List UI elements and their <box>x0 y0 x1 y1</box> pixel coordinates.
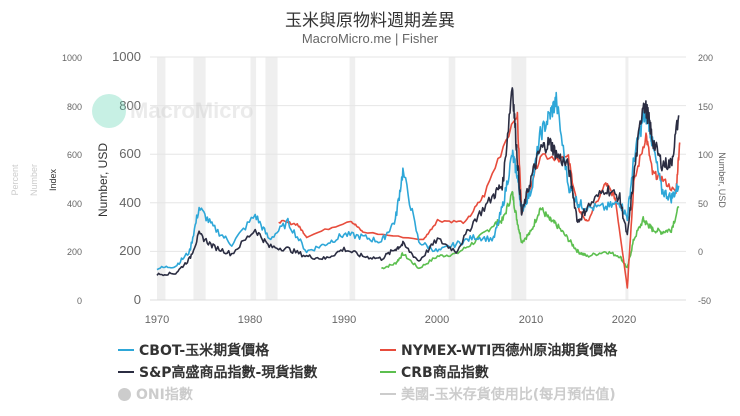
svg-text:2000: 2000 <box>425 314 449 326</box>
line-swatch-icon <box>118 371 134 373</box>
svg-text:150: 150 <box>698 102 713 112</box>
svg-text:400: 400 <box>67 199 82 209</box>
series-wti-oil[interactable] <box>278 111 681 289</box>
series-cbot-corn[interactable] <box>156 91 680 271</box>
series-lines[interactable] <box>156 87 681 289</box>
svg-text:0: 0 <box>77 296 82 306</box>
legend-item-sp-gsci[interactable]: S&P高盛商品指數-現貨指數 <box>118 362 317 382</box>
svg-text:1980: 1980 <box>238 314 262 326</box>
watermark-text: MacroMicro <box>130 98 254 123</box>
legend-item-corn-stocks-to-use[interactable]: 美國-玉米存貨使用比(每月預估值) <box>380 384 616 404</box>
legend-item-oni[interactable]: ONI指數 <box>118 384 193 404</box>
svg-text:2020: 2020 <box>612 314 636 326</box>
right-axis: 200 150 100 50 0 -50 Number, USD <box>698 53 727 306</box>
recession-band <box>625 57 629 300</box>
axis-label-percent: Percent <box>10 164 20 196</box>
left-axis-title: Number, USD <box>96 143 110 217</box>
svg-text:1000: 1000 <box>62 53 82 63</box>
line-swatch-icon <box>118 349 134 351</box>
line-swatch-icon <box>380 349 396 351</box>
svg-text:100: 100 <box>698 150 713 160</box>
line-swatch-icon <box>380 393 396 395</box>
chart-title: 玉米與原物料週期差異 <box>285 11 455 31</box>
svg-text:0: 0 <box>698 247 703 257</box>
svg-text:800: 800 <box>119 98 141 113</box>
dot-swatch-icon <box>118 387 131 401</box>
legend-item-wti-oil[interactable]: NYMEX-WTI西德州原油期貨價格 <box>380 340 617 360</box>
legend-item-cbot-corn[interactable]: CBOT-玉米期貨價格 <box>118 340 269 360</box>
svg-text:200: 200 <box>119 243 141 258</box>
svg-text:200: 200 <box>698 53 713 63</box>
svg-text:200: 200 <box>67 247 82 257</box>
svg-text:2010: 2010 <box>519 314 543 326</box>
legend-item-crb[interactable]: CRB商品指數 <box>380 362 489 382</box>
axis-label-number: Number <box>29 164 39 196</box>
series-crb[interactable] <box>381 190 680 270</box>
svg-text:400: 400 <box>119 195 141 210</box>
svg-text:1990: 1990 <box>332 314 356 326</box>
right-axis-title: Number, USD <box>717 152 727 208</box>
chart-subtitle: MacroMicro.me | Fisher <box>301 31 439 46</box>
recession-band <box>349 57 356 300</box>
svg-text:50: 50 <box>698 199 708 209</box>
svg-text:0: 0 <box>134 292 141 307</box>
recession-band <box>265 57 278 300</box>
svg-text:800: 800 <box>67 102 82 112</box>
left-main-axis: 1000 800 600 400 200 0 Number, USD <box>96 49 141 307</box>
recession-band <box>448 57 456 300</box>
line-swatch-icon <box>380 371 396 373</box>
x-axis: 1970 1980 1990 2000 2010 2020 <box>145 299 686 326</box>
series-sp-gsci[interactable] <box>156 87 680 277</box>
svg-text:1000: 1000 <box>112 49 141 64</box>
recession-band <box>250 57 257 300</box>
recession-band <box>157 57 166 300</box>
svg-text:600: 600 <box>119 146 141 161</box>
watermark: MacroMicro <box>92 94 253 128</box>
svg-text:1970: 1970 <box>145 314 169 326</box>
svg-text:-50: -50 <box>698 296 711 306</box>
macromicro-logo-icon <box>92 94 126 128</box>
left-outer-axis: 1000 800 600 400 200 0 Percent Number In… <box>10 53 82 306</box>
svg-text:600: 600 <box>67 150 82 160</box>
axis-label-index: Index <box>48 168 58 191</box>
